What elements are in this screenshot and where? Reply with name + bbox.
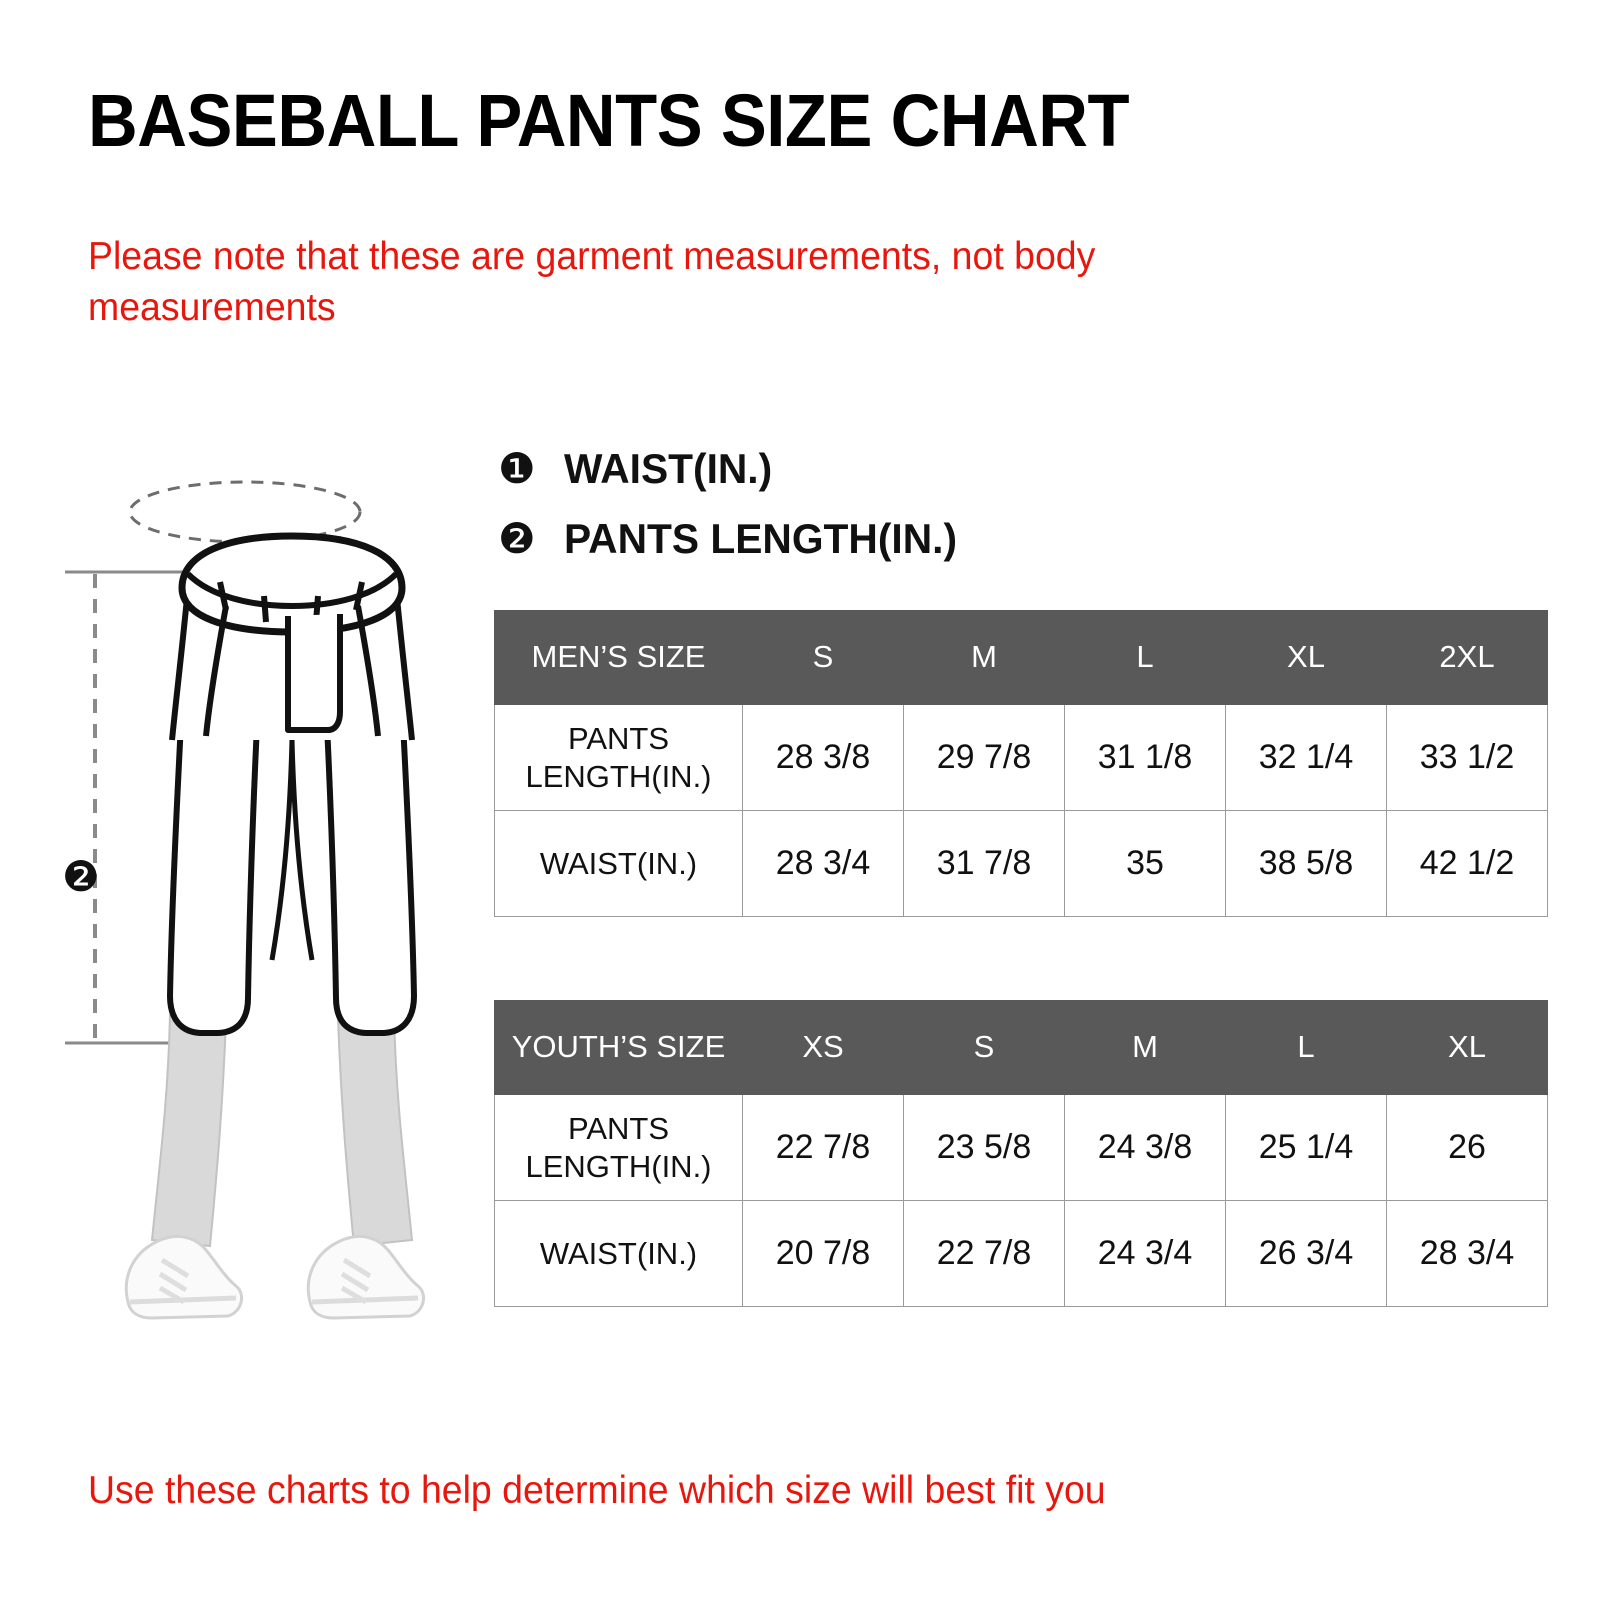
youth-pants-length-l: 25 1/4 <box>1225 1094 1387 1201</box>
mens-size-table: MEN’S SIZE S M L XL 2XL PANTS LENGTH(IN.… <box>494 610 1548 917</box>
mens-pants-length-xl: 32 1/4 <box>1225 704 1387 811</box>
shoe-left <box>124 1234 244 1320</box>
legend-label-waist: WAIST(IN.) <box>564 445 773 492</box>
fly-detail <box>285 614 343 733</box>
pants-figure-svg <box>65 480 426 1320</box>
baseball-pants-diagram <box>60 440 500 1340</box>
legend-item-waist: ❶ WAIST(IN.) <box>498 440 969 498</box>
youth-waist-s: 22 7/8 <box>903 1200 1065 1307</box>
youth-pants-length-xl: 26 <box>1386 1094 1548 1201</box>
mens-pants-length-2xl: 33 1/2 <box>1386 704 1548 811</box>
mens-waist-2xl: 42 1/2 <box>1386 810 1548 917</box>
mens-waist-xl: 38 5/8 <box>1225 810 1387 917</box>
youth-size-l: L <box>1225 1000 1387 1095</box>
youth-size-table: YOUTH’S SIZE XS S M L XL PANTS LENGTH(IN… <box>494 1000 1548 1307</box>
legend-item-pants-length: ❷ PANTS LENGTH(IN.) <box>498 510 969 568</box>
youth-row-label-waist: WAIST(IN.) <box>494 1200 743 1307</box>
mens-size-m: M <box>903 610 1065 705</box>
mens-waist-l: 35 <box>1064 810 1226 917</box>
mens-size-2xl: 2XL <box>1386 610 1548 705</box>
mens-pants-length-l: 31 1/8 <box>1064 704 1226 811</box>
mens-row-label-pants-length: PANTS LENGTH(IN.) <box>494 704 743 811</box>
pocket-left <box>203 605 229 737</box>
mens-size-s: S <box>742 610 904 705</box>
youth-waist-l: 26 3/4 <box>1225 1200 1387 1307</box>
youth-size-xs: XS <box>742 1000 904 1095</box>
mens-pants-length-m: 29 7/8 <box>903 704 1065 811</box>
mens-size-l: L <box>1064 610 1226 705</box>
table-row: WAIST(IN.) 28 3/4 31 7/8 35 38 5/8 42 1/… <box>494 810 1548 917</box>
measurement-legend: ❶ WAIST(IN.) ❷ PANTS LENGTH(IN.) <box>498 440 969 580</box>
waistband <box>178 532 406 636</box>
shoe-right <box>306 1234 426 1320</box>
sock-left <box>150 1013 228 1248</box>
waist-measure-ellipse <box>128 480 362 544</box>
circled-one-icon: ❶ <box>498 445 536 492</box>
table-header-row: MEN’S SIZE S M L XL 2XL <box>494 610 1548 705</box>
youth-size-xl: XL <box>1386 1000 1548 1095</box>
youth-size-s: S <box>903 1000 1065 1095</box>
mens-waist-s: 28 3/4 <box>742 810 904 917</box>
legend-label-pants-length: PANTS LENGTH(IN.) <box>564 515 958 562</box>
youth-waist-xs: 20 7/8 <box>742 1200 904 1307</box>
table-header-row: YOUTH’S SIZE XS S M L XL <box>494 1000 1548 1095</box>
garment-measurement-note: Please note that these are garment measu… <box>88 235 1096 329</box>
circled-two-icon: ❷ <box>498 515 536 562</box>
youth-waist-xl: 28 3/4 <box>1386 1200 1548 1307</box>
table-row: PANTS LENGTH(IN.) 28 3/8 29 7/8 31 1/8 3… <box>494 704 1548 811</box>
mens-row-label-waist: WAIST(IN.) <box>494 810 743 917</box>
page-title: BASEBALL PANTS SIZE CHART <box>88 79 1130 162</box>
youth-row-label-pants-length: PANTS LENGTH(IN.) <box>494 1094 743 1201</box>
youth-waist-m: 24 3/4 <box>1064 1200 1226 1307</box>
diagram-marker-pants-length: ❷ <box>62 853 100 900</box>
table-row: WAIST(IN.) 20 7/8 22 7/8 24 3/4 26 3/4 2… <box>494 1200 1548 1307</box>
youth-pants-length-s: 23 5/8 <box>903 1094 1065 1201</box>
sock-right <box>336 1013 414 1248</box>
youth-corner-label: YOUTH’S SIZE <box>494 1000 743 1095</box>
youth-pants-length-m: 24 3/8 <box>1064 1094 1226 1201</box>
youth-pants-length-xs: 22 7/8 <box>742 1094 904 1201</box>
mens-pants-length-s: 28 3/8 <box>742 704 904 811</box>
size-guidance-note: Use these charts to help determine which… <box>88 1469 1106 1512</box>
mens-corner-label: MEN’S SIZE <box>494 610 743 705</box>
youth-size-m: M <box>1064 1000 1226 1095</box>
pocket-right <box>355 605 381 737</box>
mens-size-xl: XL <box>1225 610 1387 705</box>
mens-waist-m: 31 7/8 <box>903 810 1065 917</box>
table-row: PANTS LENGTH(IN.) 22 7/8 23 5/8 24 3/8 2… <box>494 1094 1548 1201</box>
